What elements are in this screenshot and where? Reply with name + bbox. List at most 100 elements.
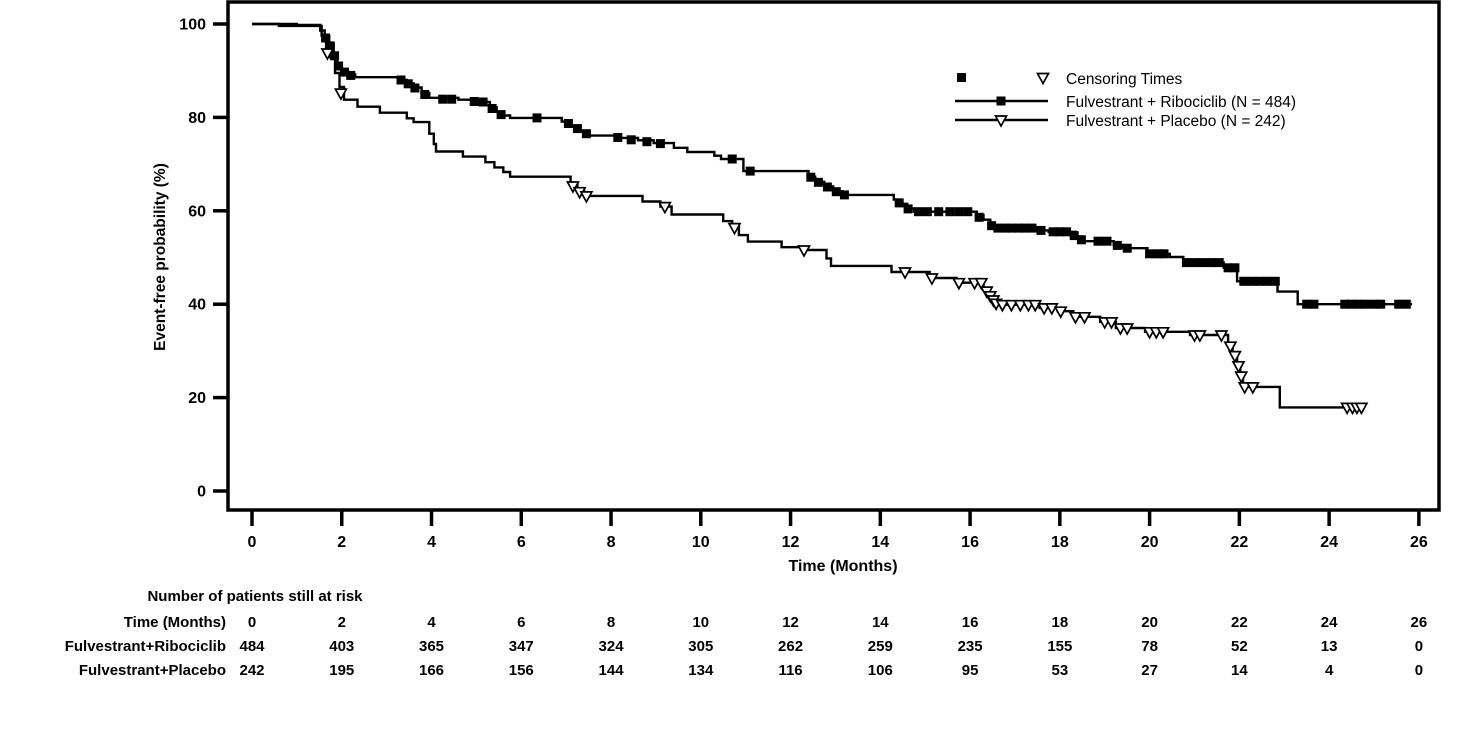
censor-square-marker: [963, 207, 973, 217]
censor-square-marker: [438, 94, 448, 104]
censor-square-marker: [934, 207, 944, 217]
x-tick-label: 20: [1141, 534, 1159, 551]
risk-table-title: Number of patients still at risk: [147, 588, 363, 605]
censor-triangle-marker: [1223, 341, 1238, 354]
censor-square-marker: [1302, 299, 1312, 309]
censor-square-marker: [330, 51, 340, 61]
risk-time-value: 26: [1411, 614, 1428, 631]
legend-censor-square-icon: [957, 73, 966, 82]
censor-triangle-marker: [1104, 317, 1119, 330]
risk-row-value: 14: [1231, 662, 1248, 679]
censor-square-marker: [321, 33, 331, 43]
censor-square-marker: [626, 135, 636, 145]
censor-square-marker: [420, 90, 430, 99]
censor-triangle-marker: [1120, 323, 1135, 336]
censor-markers: [320, 33, 1411, 416]
censor-square-marker: [396, 75, 406, 85]
risk-time-value: 18: [1051, 614, 1068, 631]
censor-triangle-marker: [1053, 306, 1068, 319]
censor-triangle-marker: [320, 48, 335, 61]
censor-square-marker: [987, 221, 997, 231]
censor-square-marker: [922, 207, 932, 217]
censor-square-marker: [1309, 299, 1319, 309]
risk-row-value: 13: [1321, 638, 1338, 655]
censor-square-marker: [403, 79, 413, 89]
legend-ribociclib-label: Fulvestrant + Ribociclib (N = 484): [1066, 94, 1296, 111]
risk-row-value: 4: [1325, 662, 1334, 679]
censor-triangle-marker: [797, 245, 811, 258]
censor-square-marker: [945, 207, 955, 217]
censor-square-marker: [1223, 263, 1233, 273]
x-tick-label: 14: [871, 534, 889, 551]
km-curve-placebo: [252, 22, 1365, 409]
censor-square-marker: [822, 182, 832, 192]
censor-triangle-marker: [951, 277, 966, 291]
censor-square-marker: [914, 207, 923, 217]
censor-square-marker: [727, 154, 737, 164]
censor-square-marker: [1112, 240, 1122, 250]
censor-square-marker: [1020, 223, 1030, 233]
risk-row-value: 144: [599, 662, 625, 679]
censor-triangle-marker: [995, 299, 1010, 313]
censor-square-marker: [1102, 236, 1112, 246]
censor-triangle-marker: [974, 277, 989, 291]
censor-square-marker: [1062, 227, 1072, 237]
risk-row-value: 403: [329, 638, 354, 655]
risk-row-value: 78: [1141, 638, 1158, 655]
censor-square-marker: [496, 110, 506, 120]
risk-row-label: Fulvestrant+Ribociclib: [65, 638, 226, 655]
censor-square-marker: [410, 83, 420, 93]
censor-square-marker: [1239, 276, 1249, 286]
x-tick-label: 26: [1410, 534, 1428, 551]
risk-row-value: 365: [419, 638, 444, 655]
censor-triangle-marker: [1214, 330, 1229, 343]
censor-square-marker: [655, 139, 665, 149]
risk-row-value: 156: [509, 662, 534, 679]
risk-row-value: 324: [599, 638, 625, 655]
censor-square-marker: [903, 204, 913, 214]
x-tick-label: 16: [961, 534, 979, 551]
risk-table-values: 0 2 4 6 8 10 12 14 16 18 20 22 24 26Fulvestrant+Riboc…: [65, 614, 1428, 679]
censor-square-marker: [1069, 231, 1079, 241]
censor-square-marker: [1181, 258, 1191, 268]
censor-square-marker: [806, 172, 816, 182]
censor-square-marker: [1014, 223, 1024, 233]
censor-square-marker: [745, 166, 755, 176]
censor-square-marker: [1360, 299, 1370, 309]
risk-row-value: 0: [1415, 662, 1423, 679]
legend-ribociclib-marker-icon: [996, 96, 1006, 106]
censor-triangle-marker: [1192, 330, 1207, 343]
censor-triangle-marker: [1227, 350, 1242, 364]
censor-triangle-marker: [898, 267, 912, 280]
y-tick-label: 40: [188, 297, 206, 314]
risk-time-value: 10: [692, 614, 709, 631]
censor-triangle-marker: [333, 88, 348, 101]
risk-time-value: 20: [1141, 614, 1158, 631]
censor-square-marker: [1055, 227, 1065, 237]
censor-square-marker: [346, 70, 356, 80]
y-axis-title: Event-free probability (%): [152, 163, 169, 351]
censor-square-marker: [1027, 223, 1037, 233]
censor-square-marker: [993, 223, 1003, 233]
risk-time-value: 2: [338, 614, 346, 631]
risk-row-value: 347: [509, 638, 534, 655]
x-tick-label: 8: [607, 534, 616, 551]
censor-square-marker: [1190, 258, 1199, 268]
censor-square-marker: [1353, 299, 1363, 309]
risk-time-value: 24: [1321, 614, 1338, 631]
x-tick-label: 24: [1320, 534, 1338, 551]
censor-triangle-marker: [1156, 326, 1171, 340]
risk-row-value: 27: [1141, 662, 1158, 679]
risk-row-value: 484: [239, 638, 265, 655]
censor-square-marker: [1145, 249, 1155, 259]
x-axis-title: Time (Months): [788, 558, 897, 575]
censor-square-marker: [340, 67, 349, 77]
censor-square-marker: [1198, 258, 1208, 268]
risk-time-value: 6: [517, 614, 525, 631]
censor-square-marker: [1347, 299, 1357, 309]
censor-square-marker: [954, 207, 964, 217]
censor-square-marker: [1036, 225, 1046, 235]
censor-square-marker: [1076, 235, 1086, 245]
censor-triangle-marker: [579, 191, 594, 204]
censor-square-marker: [1376, 299, 1386, 309]
